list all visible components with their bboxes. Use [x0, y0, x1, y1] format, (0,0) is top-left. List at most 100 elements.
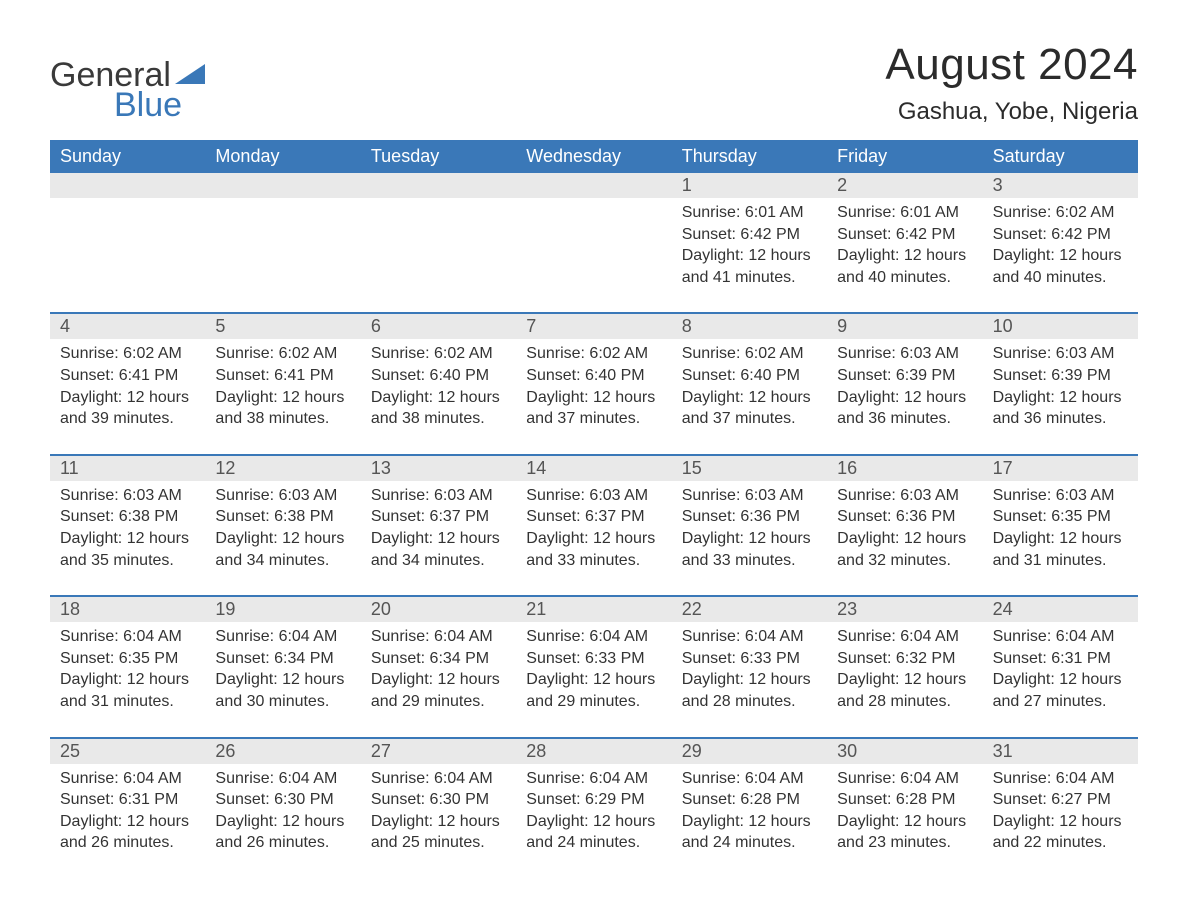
sunset-line: Sunset: 6:42 PM — [682, 224, 817, 246]
sunset-line: Sunset: 6:32 PM — [837, 648, 972, 670]
daylight-line: Daylight: 12 hours and 29 minutes. — [371, 669, 506, 712]
day-number: 5 — [205, 314, 360, 339]
daylight-line: Daylight: 12 hours and 27 minutes. — [993, 669, 1128, 712]
sunrise-line: Sunrise: 6:04 AM — [837, 626, 972, 648]
dow-sunday: Sunday — [50, 140, 205, 173]
sunset-line: Sunset: 6:42 PM — [837, 224, 972, 246]
daylight-line: Daylight: 12 hours and 30 minutes. — [215, 669, 350, 712]
sunset-line: Sunset: 6:29 PM — [526, 789, 661, 811]
day-cell: Sunrise: 6:03 AMSunset: 6:39 PMDaylight:… — [827, 339, 982, 439]
sunrise-line: Sunrise: 6:04 AM — [371, 626, 506, 648]
sunrise-line: Sunrise: 6:04 AM — [526, 768, 661, 790]
daylight-line: Daylight: 12 hours and 31 minutes. — [993, 528, 1128, 571]
week-row: 18192021222324Sunrise: 6:04 AMSunset: 6:… — [50, 595, 1138, 722]
day-cell: Sunrise: 6:03 AMSunset: 6:38 PMDaylight:… — [205, 481, 360, 581]
dow-monday: Monday — [205, 140, 360, 173]
sunset-line: Sunset: 6:37 PM — [526, 506, 661, 528]
sunrise-line: Sunrise: 6:04 AM — [993, 768, 1128, 790]
daylight-line: Daylight: 12 hours and 26 minutes. — [60, 811, 195, 854]
day-number: 30 — [827, 739, 982, 764]
day-cell: Sunrise: 6:03 AMSunset: 6:37 PMDaylight:… — [516, 481, 671, 581]
daylight-line: Daylight: 12 hours and 36 minutes. — [837, 387, 972, 430]
day-cell: Sunrise: 6:02 AMSunset: 6:41 PMDaylight:… — [205, 339, 360, 439]
sunrise-line: Sunrise: 6:03 AM — [215, 485, 350, 507]
daylight-line: Daylight: 12 hours and 40 minutes. — [837, 245, 972, 288]
day-number: 4 — [50, 314, 205, 339]
day-number: 7 — [516, 314, 671, 339]
sunset-line: Sunset: 6:36 PM — [682, 506, 817, 528]
day-cell: Sunrise: 6:04 AMSunset: 6:30 PMDaylight:… — [361, 764, 516, 864]
day-cell: Sunrise: 6:03 AMSunset: 6:37 PMDaylight:… — [361, 481, 516, 581]
sunrise-line: Sunrise: 6:02 AM — [993, 202, 1128, 224]
sunset-line: Sunset: 6:35 PM — [993, 506, 1128, 528]
day-cell: Sunrise: 6:02 AMSunset: 6:40 PMDaylight:… — [516, 339, 671, 439]
title-block: August 2024 Gashua, Yobe, Nigeria — [885, 40, 1138, 126]
dow-wednesday: Wednesday — [516, 140, 671, 173]
sunset-line: Sunset: 6:34 PM — [215, 648, 350, 670]
daylight-line: Daylight: 12 hours and 36 minutes. — [993, 387, 1128, 430]
sunrise-line: Sunrise: 6:04 AM — [371, 768, 506, 790]
day-cell: Sunrise: 6:02 AMSunset: 6:41 PMDaylight:… — [50, 339, 205, 439]
sunset-line: Sunset: 6:27 PM — [993, 789, 1128, 811]
sunset-line: Sunset: 6:37 PM — [371, 506, 506, 528]
daylight-line: Daylight: 12 hours and 35 minutes. — [60, 528, 195, 571]
sunrise-line: Sunrise: 6:04 AM — [60, 768, 195, 790]
day-number: 11 — [50, 456, 205, 481]
day-number: 1 — [672, 173, 827, 198]
week-row: 45678910Sunrise: 6:02 AMSunset: 6:41 PMD… — [50, 312, 1138, 439]
day-cell: Sunrise: 6:04 AMSunset: 6:30 PMDaylight:… — [205, 764, 360, 864]
calendar: SundayMondayTuesdayWednesdayThursdayFrid… — [50, 140, 1138, 864]
day-number: 17 — [983, 456, 1138, 481]
daylight-line: Daylight: 12 hours and 31 minutes. — [60, 669, 195, 712]
day-number: 28 — [516, 739, 671, 764]
day-number: 13 — [361, 456, 516, 481]
daylight-line: Daylight: 12 hours and 41 minutes. — [682, 245, 817, 288]
sunset-line: Sunset: 6:33 PM — [682, 648, 817, 670]
day-cell: Sunrise: 6:03 AMSunset: 6:38 PMDaylight:… — [50, 481, 205, 581]
daylight-line: Daylight: 12 hours and 29 minutes. — [526, 669, 661, 712]
daynum-band: 123 — [50, 173, 1138, 198]
sunrise-line: Sunrise: 6:04 AM — [682, 626, 817, 648]
day-cell: Sunrise: 6:04 AMSunset: 6:28 PMDaylight:… — [827, 764, 982, 864]
sunrise-line: Sunrise: 6:02 AM — [682, 343, 817, 365]
day-cell — [361, 198, 516, 298]
day-number: 26 — [205, 739, 360, 764]
week-row: 25262728293031Sunrise: 6:04 AMSunset: 6:… — [50, 737, 1138, 864]
day-cell: Sunrise: 6:03 AMSunset: 6:36 PMDaylight:… — [827, 481, 982, 581]
day-cell: Sunrise: 6:03 AMSunset: 6:36 PMDaylight:… — [672, 481, 827, 581]
sunrise-line: Sunrise: 6:01 AM — [837, 202, 972, 224]
day-number: 14 — [516, 456, 671, 481]
sunset-line: Sunset: 6:30 PM — [215, 789, 350, 811]
day-number: 12 — [205, 456, 360, 481]
daylight-line: Daylight: 12 hours and 34 minutes. — [215, 528, 350, 571]
day-cell: Sunrise: 6:04 AMSunset: 6:33 PMDaylight:… — [516, 622, 671, 722]
day-cell: Sunrise: 6:04 AMSunset: 6:34 PMDaylight:… — [361, 622, 516, 722]
day-number: 24 — [983, 597, 1138, 622]
day-number: 9 — [827, 314, 982, 339]
day-cell: Sunrise: 6:01 AMSunset: 6:42 PMDaylight:… — [827, 198, 982, 298]
dow-row: SundayMondayTuesdayWednesdayThursdayFrid… — [50, 140, 1138, 173]
dow-friday: Friday — [827, 140, 982, 173]
day-cell: Sunrise: 6:04 AMSunset: 6:35 PMDaylight:… — [50, 622, 205, 722]
sunrise-line: Sunrise: 6:04 AM — [215, 626, 350, 648]
day-cell: Sunrise: 6:03 AMSunset: 6:35 PMDaylight:… — [983, 481, 1138, 581]
weeks-container: 123Sunrise: 6:01 AMSunset: 6:42 PMDaylig… — [50, 173, 1138, 864]
sunrise-line: Sunrise: 6:03 AM — [371, 485, 506, 507]
day-cell: Sunrise: 6:04 AMSunset: 6:33 PMDaylight:… — [672, 622, 827, 722]
sunrise-line: Sunrise: 6:02 AM — [371, 343, 506, 365]
dow-tuesday: Tuesday — [361, 140, 516, 173]
day-cell: Sunrise: 6:04 AMSunset: 6:31 PMDaylight:… — [50, 764, 205, 864]
sunrise-line: Sunrise: 6:03 AM — [526, 485, 661, 507]
daylight-line: Daylight: 12 hours and 37 minutes. — [682, 387, 817, 430]
daynum-band: 18192021222324 — [50, 597, 1138, 622]
sunrise-line: Sunrise: 6:04 AM — [682, 768, 817, 790]
day-cell: Sunrise: 6:04 AMSunset: 6:31 PMDaylight:… — [983, 622, 1138, 722]
sunrise-line: Sunrise: 6:03 AM — [993, 485, 1128, 507]
day-cell — [50, 198, 205, 298]
daylight-line: Daylight: 12 hours and 24 minutes. — [526, 811, 661, 854]
sunset-line: Sunset: 6:38 PM — [215, 506, 350, 528]
day-cell: Sunrise: 6:04 AMSunset: 6:27 PMDaylight:… — [983, 764, 1138, 864]
brand-logo: General Blue — [50, 40, 205, 122]
day-cell: Sunrise: 6:02 AMSunset: 6:42 PMDaylight:… — [983, 198, 1138, 298]
day-number: 15 — [672, 456, 827, 481]
